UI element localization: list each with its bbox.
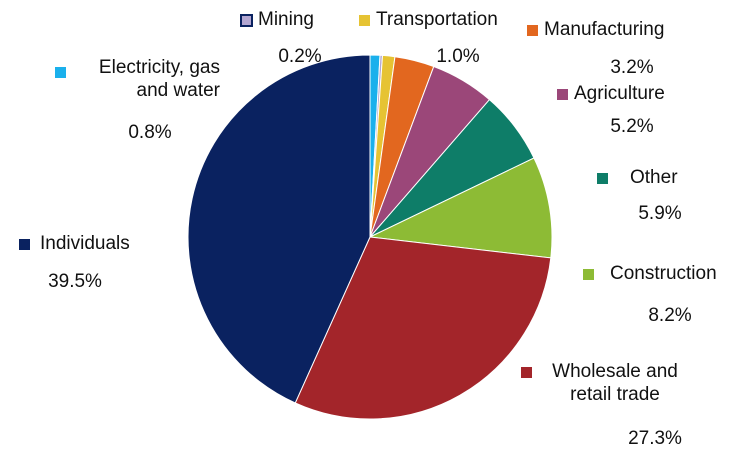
legend-swatch bbox=[520, 366, 533, 379]
value-label: 3.2% bbox=[610, 57, 654, 78]
category-label: Electricity, gas and water bbox=[98, 57, 220, 101]
legend-swatch bbox=[54, 66, 67, 79]
category-label: Construction bbox=[610, 263, 717, 284]
category-label: Individuals bbox=[40, 233, 130, 254]
legend-swatch bbox=[358, 14, 371, 27]
legend-swatch bbox=[526, 24, 539, 37]
legend-swatch bbox=[556, 88, 569, 101]
value-label: 1.0% bbox=[436, 46, 480, 67]
legend-swatch bbox=[240, 14, 253, 27]
value-label: 27.3% bbox=[628, 428, 682, 449]
category-label: Wholesale and retail trade bbox=[552, 361, 678, 405]
value-label: 0.2% bbox=[278, 46, 322, 67]
category-label: Other bbox=[630, 167, 678, 188]
value-label: 39.5% bbox=[48, 271, 102, 292]
value-label: 5.2% bbox=[610, 116, 654, 137]
legend-swatch bbox=[18, 238, 31, 251]
category-label: Agriculture bbox=[574, 83, 665, 104]
pie-slice bbox=[368, 157, 553, 259]
legend-swatch bbox=[596, 172, 609, 185]
pie-slice bbox=[187, 54, 371, 404]
category-label: Mining bbox=[258, 9, 314, 30]
value-label: 0.8% bbox=[128, 122, 172, 143]
category-label: Transportation bbox=[376, 9, 498, 30]
legend-swatch bbox=[582, 268, 595, 281]
category-label: Manufacturing bbox=[544, 19, 665, 40]
value-label: 8.2% bbox=[648, 305, 692, 326]
value-label: 5.9% bbox=[638, 203, 682, 224]
pie-slice bbox=[294, 236, 552, 420]
